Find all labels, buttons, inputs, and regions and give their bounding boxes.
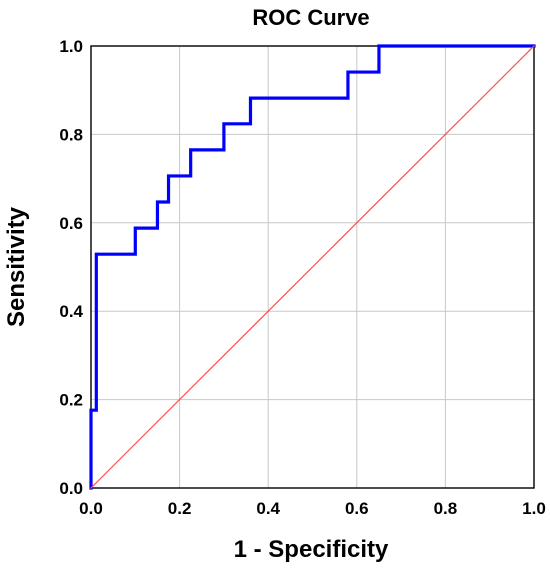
y-tick-label: 0.6 <box>59 214 83 233</box>
series-layer <box>89 44 536 490</box>
y-tick-label: 0.8 <box>59 125 83 144</box>
chart-title: ROC Curve <box>252 5 369 30</box>
x-tick-label: 0.4 <box>256 499 280 518</box>
x-axis-label: 1 - Specificity <box>234 536 389 563</box>
y-axis-label: Sensitivity <box>3 206 30 327</box>
y-tick-labels: 0.0 0.2 0.4 0.6 0.8 1.0 <box>59 37 83 498</box>
x-tick-labels: 0.0 0.2 0.4 0.6 0.8 1.0 <box>79 499 546 518</box>
y-tick-label: 0.2 <box>59 391 83 410</box>
y-tick-label: 1.0 <box>59 37 83 56</box>
plot-frame <box>90 45 535 489</box>
roc-curve-line <box>89 44 536 490</box>
y-tick-label: 0.0 <box>59 479 83 498</box>
x-tick-label: 0.0 <box>79 499 103 518</box>
reference-line <box>90 45 535 489</box>
x-tick-label: 1.0 <box>522 499 546 518</box>
x-tick-label: 0.8 <box>434 499 458 518</box>
x-tick-label: 0.2 <box>168 499 192 518</box>
x-tick-label: 0.6 <box>345 499 369 518</box>
y-tick-label: 0.4 <box>59 302 83 321</box>
